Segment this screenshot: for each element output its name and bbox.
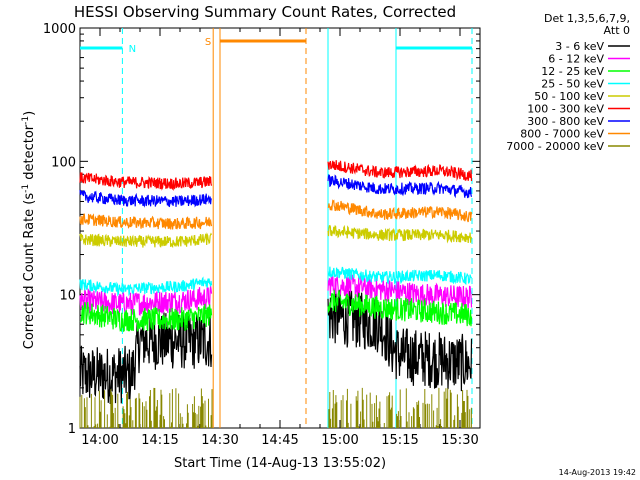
x-tick-label: 15:30	[441, 433, 478, 448]
y-tick-label: 1	[68, 422, 76, 437]
series-trace	[79, 387, 213, 428]
flag-label: S	[205, 37, 211, 48]
legend-label: 6 - 12 keV	[548, 53, 604, 66]
series-trace	[327, 224, 473, 244]
series-trace	[79, 189, 213, 208]
legend-label: 12 - 25 keV	[541, 65, 604, 78]
legend-label: 100 - 300 keV	[527, 103, 604, 116]
y-tick-label: 10	[59, 289, 76, 304]
x-tick-label: 15:00	[321, 433, 358, 448]
series-trace	[79, 302, 213, 333]
series-trace	[327, 160, 473, 182]
legend-label: 300 - 800 keV	[527, 115, 604, 128]
series-trace	[79, 312, 213, 405]
x-axis-label: Start Time (14-Aug-13 13:55:02)	[174, 456, 386, 471]
x-tick-label: 14:15	[141, 433, 178, 448]
x-tick-label: 15:15	[381, 433, 418, 448]
legend-label: 3 - 6 keV	[555, 40, 604, 53]
y-axis-label-part: )	[22, 111, 37, 116]
x-tick-label: 14:30	[201, 433, 238, 448]
y-axis-label-part: detector	[22, 124, 37, 184]
legend-header: Det 1,3,5,6,7,9,	[544, 12, 630, 25]
series-trace	[79, 172, 213, 191]
timestamp: 14-Aug-2013 19:42	[559, 468, 636, 477]
series-trace	[79, 232, 213, 249]
series-trace	[79, 276, 213, 297]
series-trace	[327, 174, 473, 199]
y-axis-label-sup: -1	[21, 184, 31, 193]
series-trace	[79, 286, 213, 316]
y-axis-label: Corrected Count Rate (s-1 detector-1)	[21, 111, 37, 349]
chart-title: HESSI Observing Summary Count Rates, Cor…	[74, 3, 456, 21]
y-axis-label-part: Corrected Count Rate (s	[22, 193, 37, 350]
series-trace	[328, 387, 472, 428]
y-axis-label-sup: -1	[21, 116, 31, 125]
legend-label: 50 - 100 keV	[534, 90, 604, 103]
legend-label: 800 - 7000 keV	[520, 128, 604, 141]
legend-label: 25 - 50 keV	[541, 78, 604, 91]
series-trace	[327, 289, 473, 327]
chart-marks: 14:00 14:15 14:30 14:45 15:00 15:15 15:30 1 10 10…	[43, 12, 630, 448]
x-tick-label: 14:00	[81, 433, 118, 448]
series-trace	[79, 213, 213, 230]
flag-label: N	[129, 44, 136, 55]
legend-header: Att 0	[604, 24, 630, 37]
y-tick-label: 1000	[43, 22, 76, 37]
y-tick-label: 100	[51, 155, 76, 170]
legend-label: 7000 - 20000 keV	[506, 140, 604, 153]
x-tick-label: 14:45	[261, 433, 298, 448]
plot-frame	[79, 27, 481, 429]
series-trace	[327, 266, 473, 285]
series-trace	[327, 199, 473, 223]
